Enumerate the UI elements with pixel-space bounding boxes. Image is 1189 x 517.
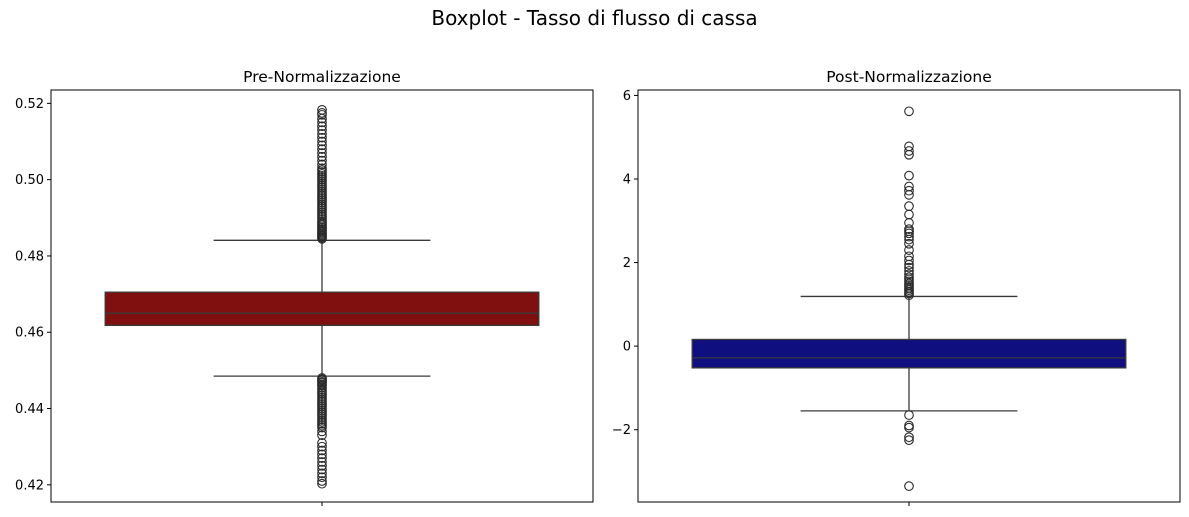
outlier-point	[904, 481, 914, 491]
outlier-point	[904, 218, 914, 228]
outlier-point	[904, 146, 914, 156]
outlier-point	[317, 159, 327, 170]
outlier-point	[904, 269, 914, 280]
chart-panel-2: Post-Normalizzazione −2 0 2 4 6	[612, 68, 1181, 506]
outlier-point	[317, 108, 327, 118]
outlier-point	[317, 144, 327, 154]
outlier-point	[317, 129, 327, 139]
outlier-point	[904, 251, 914, 262]
chart-panel-1: Pre-Normalizzazione 0.42 0.44 0.46 0.48 0.50 0…	[15, 68, 594, 506]
outlier-point	[904, 255, 914, 266]
outlier-point	[904, 245, 914, 255]
chart-title: Pre-Normalizzazione	[243, 68, 401, 86]
outlier-point	[317, 422, 327, 433]
outlier-point	[317, 478, 327, 489]
outlier-point	[904, 141, 914, 152]
y-tick-label: 0.48	[15, 249, 44, 264]
box	[691, 338, 1127, 369]
y-tick-label: 0.46	[15, 326, 44, 341]
outlier-point	[317, 151, 327, 162]
outlier-point	[317, 125, 327, 135]
outlier-point	[904, 435, 914, 446]
outlier-point	[317, 441, 327, 452]
outlier-point	[317, 453, 327, 463]
outlier-point	[904, 231, 914, 242]
outlier-point	[904, 201, 914, 212]
outlier-point	[317, 117, 327, 128]
outlier-point	[904, 209, 914, 220]
outlier-point	[904, 266, 914, 276]
outlier-point	[904, 181, 914, 192]
y-tick-label: 2	[623, 256, 631, 271]
outlier-point	[317, 449, 327, 460]
y-tick-label: 0.44	[15, 402, 44, 417]
outlier-point	[904, 422, 914, 433]
outlier-point	[904, 170, 914, 181]
outlier-point	[317, 468, 327, 479]
outlier-point	[317, 426, 327, 437]
outlier-point	[317, 148, 327, 158]
outlier-point	[904, 226, 914, 237]
figure-title: Boxplot - Tasso di flusso di cassa	[431, 6, 757, 30]
outlier-point	[904, 432, 914, 443]
outlier-point	[904, 410, 914, 420]
outlier-point	[317, 121, 327, 132]
outlier-point	[904, 262, 914, 273]
outlier-point	[317, 476, 327, 486]
outlier-point	[317, 460, 327, 471]
y-tick-label: −2	[612, 423, 631, 438]
outlier-point	[317, 155, 327, 166]
outlier-point	[904, 185, 914, 196]
outlier-point	[317, 445, 327, 456]
y-tick-label: 6	[623, 89, 631, 104]
outlier-point	[904, 238, 914, 249]
outlier-point	[904, 224, 914, 234]
y-tick-label: 0.52	[15, 97, 44, 112]
outlier-point	[317, 163, 327, 174]
y-tick-label: 0.42	[15, 478, 44, 493]
y-tick-label: 4	[623, 173, 631, 188]
outlier-point	[317, 472, 327, 483]
outlier-point	[317, 464, 327, 475]
outlier-point	[317, 136, 327, 147]
outlier-point	[317, 430, 327, 441]
outlier-point	[317, 457, 327, 467]
outlier-point	[904, 106, 914, 117]
chart-title: Post-Normalizzazione	[826, 68, 991, 86]
outlier-point	[904, 272, 914, 283]
outlier-point	[317, 140, 327, 151]
outlier-point	[317, 104, 327, 115]
outlier-point	[317, 438, 327, 448]
outlier-point	[904, 420, 914, 431]
y-tick-label: 0.50	[15, 173, 44, 188]
outlier-point	[317, 132, 327, 143]
y-tick-label: 0	[623, 340, 631, 355]
box	[104, 291, 540, 327]
